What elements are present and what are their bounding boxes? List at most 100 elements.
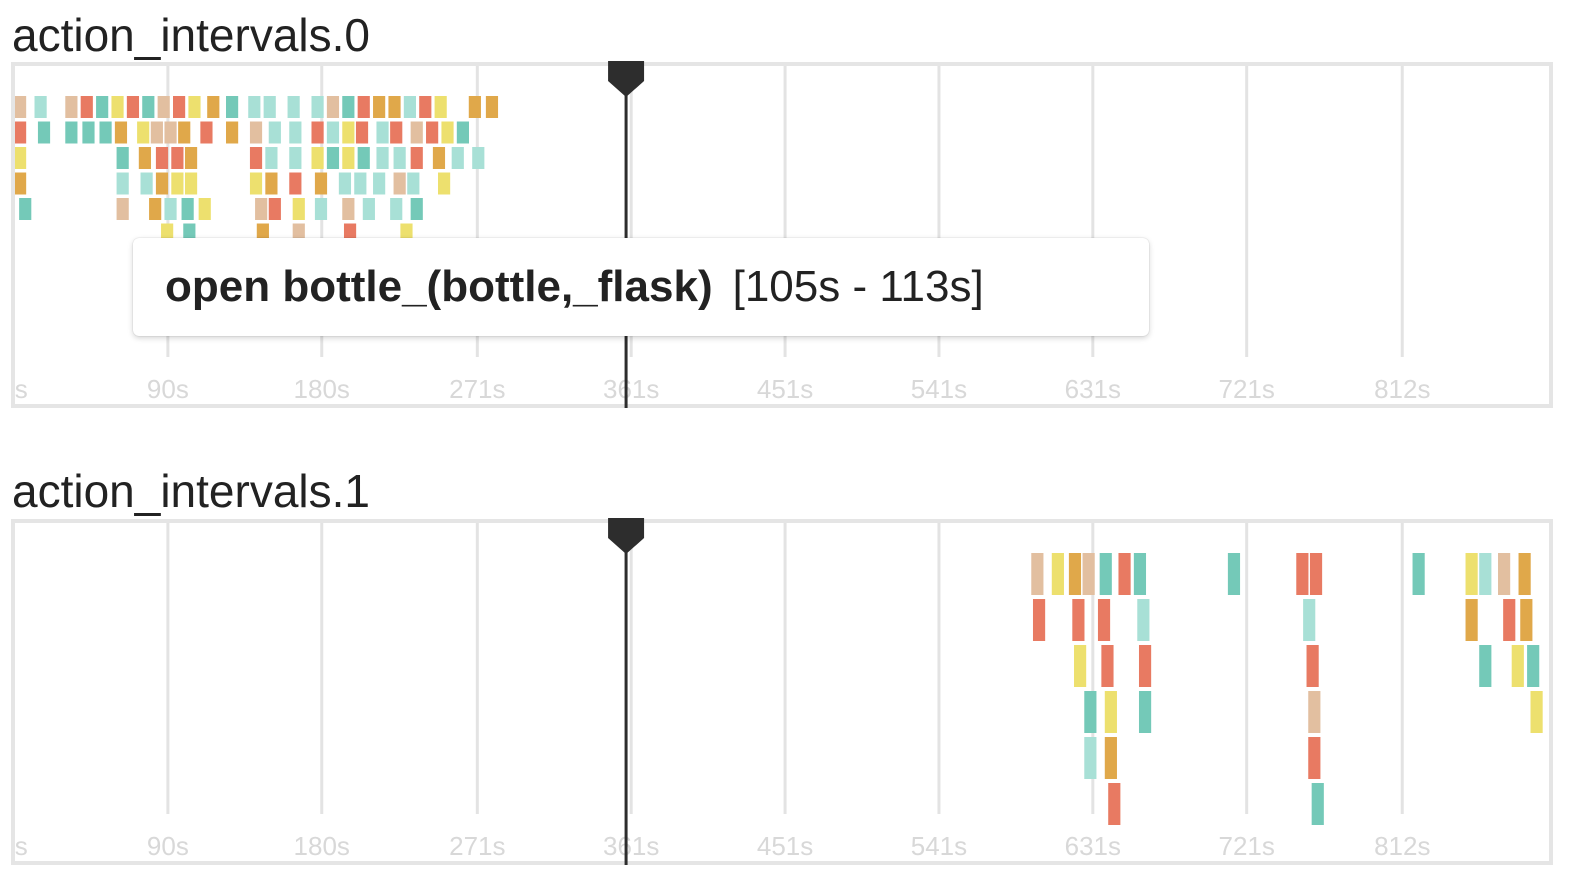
interval-bar [456,121,469,144]
playhead-marker-icon [608,61,645,97]
interval-bar [226,121,239,144]
interval-bar [184,147,198,169]
interval-bar [373,96,386,118]
interval-bar [1527,645,1540,687]
interval-bar [150,121,163,144]
interval-bar [155,147,169,169]
interval-bar [1138,645,1152,687]
interval-bar [184,172,198,195]
interval-bar [485,96,499,118]
interval-bar [1137,599,1150,641]
intervals-group [1031,553,1543,825]
interval-bar [173,96,186,118]
interval-bar [248,96,261,118]
interval-bar [1465,553,1478,595]
interval-bar [149,198,162,220]
interval-bar [410,198,423,220]
interval-bar [99,121,112,144]
x-tick-label: 180s [294,374,350,404]
x-tick-label: 0s [0,831,27,861]
interval-bar [137,121,150,144]
interval-bar [249,147,263,169]
interval-bar [1311,783,1324,825]
interval-bar [1072,599,1085,641]
x-tick-label: 812s [1374,831,1430,861]
interval-bar [226,96,239,118]
interval-bar [1084,691,1097,733]
x-tick-label: 721s [1218,831,1274,861]
interval-bar [1520,599,1533,641]
interval-bar [1031,553,1044,595]
x-tick-label: 721s [1218,374,1274,404]
interval-bar [1101,645,1114,687]
interval-bar [171,172,184,195]
tooltip-range: [105s - 113s] [732,262,984,311]
interval-bar [403,96,416,118]
interval-bar [1097,599,1111,641]
interval-bar [1309,553,1323,595]
interval-bar [1479,645,1492,687]
interval-bar [114,121,128,144]
interval-bar [342,147,355,169]
interval-bar [198,198,211,220]
interval-bar [438,172,451,195]
interval-bar [468,96,481,118]
interval-bar [249,172,263,195]
timeline-chart-0[interactable]: 0s 90s 180s 271s 361s 451s 541s 631s 721s 812s [0,0,1580,420]
interval-bar [1412,553,1425,595]
interval-bar [1118,553,1131,595]
interval-bar [432,147,446,169]
interval-bar [126,96,140,118]
interval-bar [342,198,355,220]
interval-bar [1306,645,1319,687]
interval-bar [311,147,324,169]
interval-bar [65,96,78,118]
interval-bar [207,96,220,118]
interval-bar [111,96,124,118]
interval-bar [376,147,389,169]
interval-bar [292,198,305,220]
playhead-marker-icon [608,518,645,554]
interval-bar [155,172,169,195]
interval-bar [164,198,177,220]
interval-bar [37,121,51,144]
x-tick-label: 361s [603,374,659,404]
x-tick-label: 451s [757,374,813,404]
interval-bar [171,147,184,169]
x-tick-label: 271s [449,374,505,404]
x-tick-label: 631s [1065,374,1121,404]
interval-bar [140,172,153,195]
interval-bar [311,121,324,144]
interval-bar [268,121,281,144]
interval-bar [355,121,369,144]
interval-bar [314,172,328,195]
panel-title-0: action_intervals.0 [12,9,370,61]
interval-bar [138,147,151,169]
interval-bar [181,198,194,220]
x-tick-label: 541s [911,374,967,404]
interval-bar [419,96,432,118]
interval-bar [80,96,93,118]
interval-bar [354,172,367,195]
interval-bar [410,121,423,144]
x-tick-label: 271s [449,831,505,861]
interval-bar [426,121,439,144]
interval-bar [249,121,263,144]
interval-bar [289,147,302,169]
interval-bar [1138,691,1152,733]
x-tick-label: 812s [1374,374,1430,404]
interval-bar [390,121,403,144]
interval-bar [311,96,324,118]
interval-bar [1479,553,1492,595]
interval-bar [289,172,302,195]
interval-bar [1465,599,1478,641]
interval-bar [116,172,129,195]
interval-bar [1104,691,1117,733]
interval-bar [1074,645,1087,687]
interval-bar [34,96,47,118]
x-tick-label: 451s [757,831,813,861]
interval-bar [15,172,27,195]
tooltip-label: open bottle_(bottle,_flask) [165,262,713,311]
interval-bar [289,121,302,144]
